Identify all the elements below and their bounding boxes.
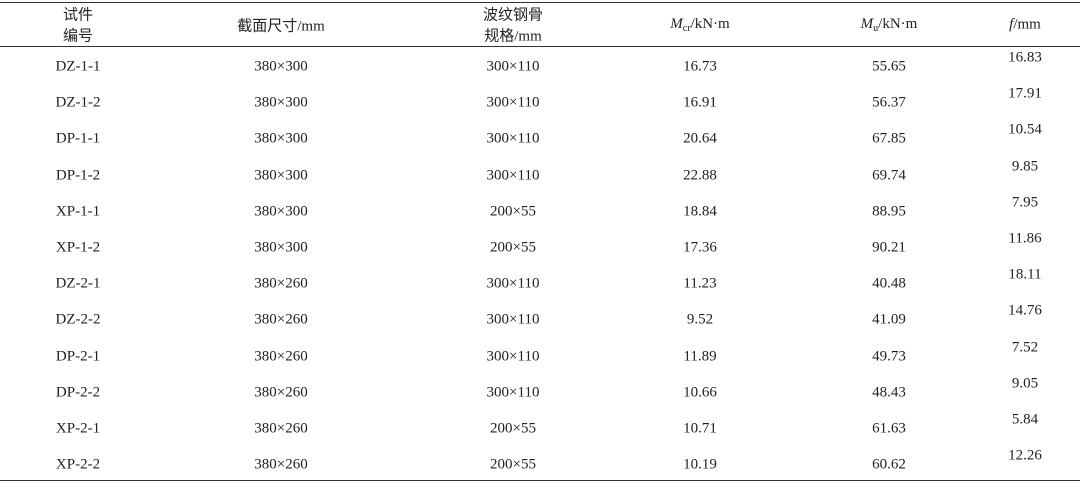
header-text: 规格/mm (484, 28, 542, 45)
table-cell: 200×55 (490, 420, 536, 437)
table-cell: 16.91 (683, 94, 717, 111)
header-cell: Mu/kN·m (861, 16, 918, 34)
table-cell: 18.11 (1008, 266, 1042, 283)
table-cell: 380×260 (254, 275, 308, 292)
table-cell: DP-2-1 (55, 348, 101, 365)
header-symbol: f (1009, 16, 1014, 33)
table-cell: DP-1-1 (55, 130, 101, 147)
table-cell: 10.66 (683, 384, 717, 401)
table-cell: 7.95 (1011, 194, 1039, 211)
table-cell: 41.09 (872, 311, 906, 328)
header-unit: /kN·m (690, 16, 730, 32)
table-cell: 60.62 (872, 456, 906, 473)
table-cell: 88.95 (872, 203, 906, 220)
table-cell: 67.85 (872, 130, 906, 147)
table-cell: 20.64 (683, 130, 717, 147)
table-cell: 380×300 (254, 167, 308, 184)
table-cell: 14.76 (1008, 302, 1042, 319)
table-cell: 300×110 (486, 311, 540, 328)
table-cell: 5.84 (1011, 411, 1039, 428)
header-cell: Mcr/kN·m (670, 16, 729, 34)
table-cell: 380×300 (254, 58, 308, 75)
table-cell: 40.48 (872, 275, 906, 292)
table-cell: 11.86 (1008, 230, 1042, 247)
table-cell: 61.63 (872, 420, 906, 437)
table-cell: 300×110 (486, 58, 540, 75)
table-cell: 300×110 (486, 130, 540, 147)
header-cell: f/mm (1009, 17, 1041, 34)
table-cell: 48.43 (872, 384, 906, 401)
table-cell: XP-1-2 (55, 239, 101, 256)
table-cell: 10.54 (1008, 121, 1042, 138)
table-cell: 16.83 (1008, 49, 1042, 66)
table-cell: 9.05 (1011, 375, 1039, 392)
table-cell: 380×260 (254, 456, 308, 473)
table-cell: 18.84 (683, 203, 717, 220)
header-subscript: u (873, 23, 879, 34)
table-cell: 55.65 (872, 58, 906, 75)
table-cell: DP-2-2 (55, 384, 101, 401)
header-rule (0, 46, 1080, 47)
header-unit: /kN·m (878, 16, 918, 32)
table-cell: 10.71 (683, 420, 717, 437)
table-cell: 9.52 (686, 311, 714, 328)
table-cell: 56.37 (872, 94, 906, 111)
table-cell: 300×110 (486, 167, 540, 184)
table-cell: 69.74 (872, 167, 906, 184)
table-cell: 16.73 (683, 58, 717, 75)
table-cell: XP-2-2 (55, 456, 101, 473)
header-text: 截面尺寸/mm (237, 18, 325, 35)
table-cell: 300×110 (486, 94, 540, 111)
header-symbol: M (860, 16, 874, 32)
header-text: 波纹钢骨 (482, 7, 544, 24)
table-cell: 22.88 (683, 167, 717, 184)
header-subscript: cr (682, 23, 691, 34)
table-cell: DZ-2-1 (55, 275, 101, 292)
table-cell: 380×300 (254, 239, 308, 256)
table-cell: XP-2-1 (55, 420, 101, 437)
table-cell: 380×260 (254, 311, 308, 328)
header-text: 试件 (62, 7, 94, 24)
header-symbol: M (670, 16, 683, 32)
table-cell: 380×260 (254, 348, 308, 365)
top-rule (0, 2, 1080, 4)
table-cell: 200×55 (490, 203, 536, 220)
table-cell: 200×55 (490, 456, 536, 473)
header-text: 编号 (62, 28, 94, 45)
bottom-rule (0, 480, 1080, 482)
table-cell: 300×110 (486, 348, 540, 365)
table-cell: XP-1-1 (55, 203, 101, 220)
table-cell: 380×300 (254, 203, 308, 220)
table-cell: 7.52 (1011, 339, 1039, 356)
table-cell: DZ-1-2 (55, 94, 101, 111)
table-cell: 300×110 (486, 384, 540, 401)
table-cell: 17.36 (683, 239, 717, 256)
table-cell: DP-1-2 (55, 167, 101, 184)
table-cell: 17.91 (1008, 85, 1042, 102)
table-cell: 10.19 (683, 456, 717, 473)
table-cell: 380×300 (254, 94, 308, 111)
table-cell: 300×110 (486, 275, 540, 292)
table-cell: 49.73 (872, 348, 906, 365)
table-cell: 9.85 (1011, 158, 1039, 175)
table-cell: 90.21 (872, 239, 906, 256)
table-cell: 11.89 (683, 348, 717, 365)
table-cell: 200×55 (490, 239, 536, 256)
table-cell: 11.23 (683, 275, 717, 292)
table-cell: 380×260 (254, 384, 308, 401)
table-cell: 380×260 (254, 420, 308, 437)
table-cell: DZ-2-2 (55, 311, 101, 328)
header-unit: /mm (1013, 16, 1041, 33)
table-cell: 380×300 (254, 130, 308, 147)
table-cell: 12.26 (1008, 447, 1042, 464)
table-cell: DZ-1-1 (55, 58, 101, 75)
